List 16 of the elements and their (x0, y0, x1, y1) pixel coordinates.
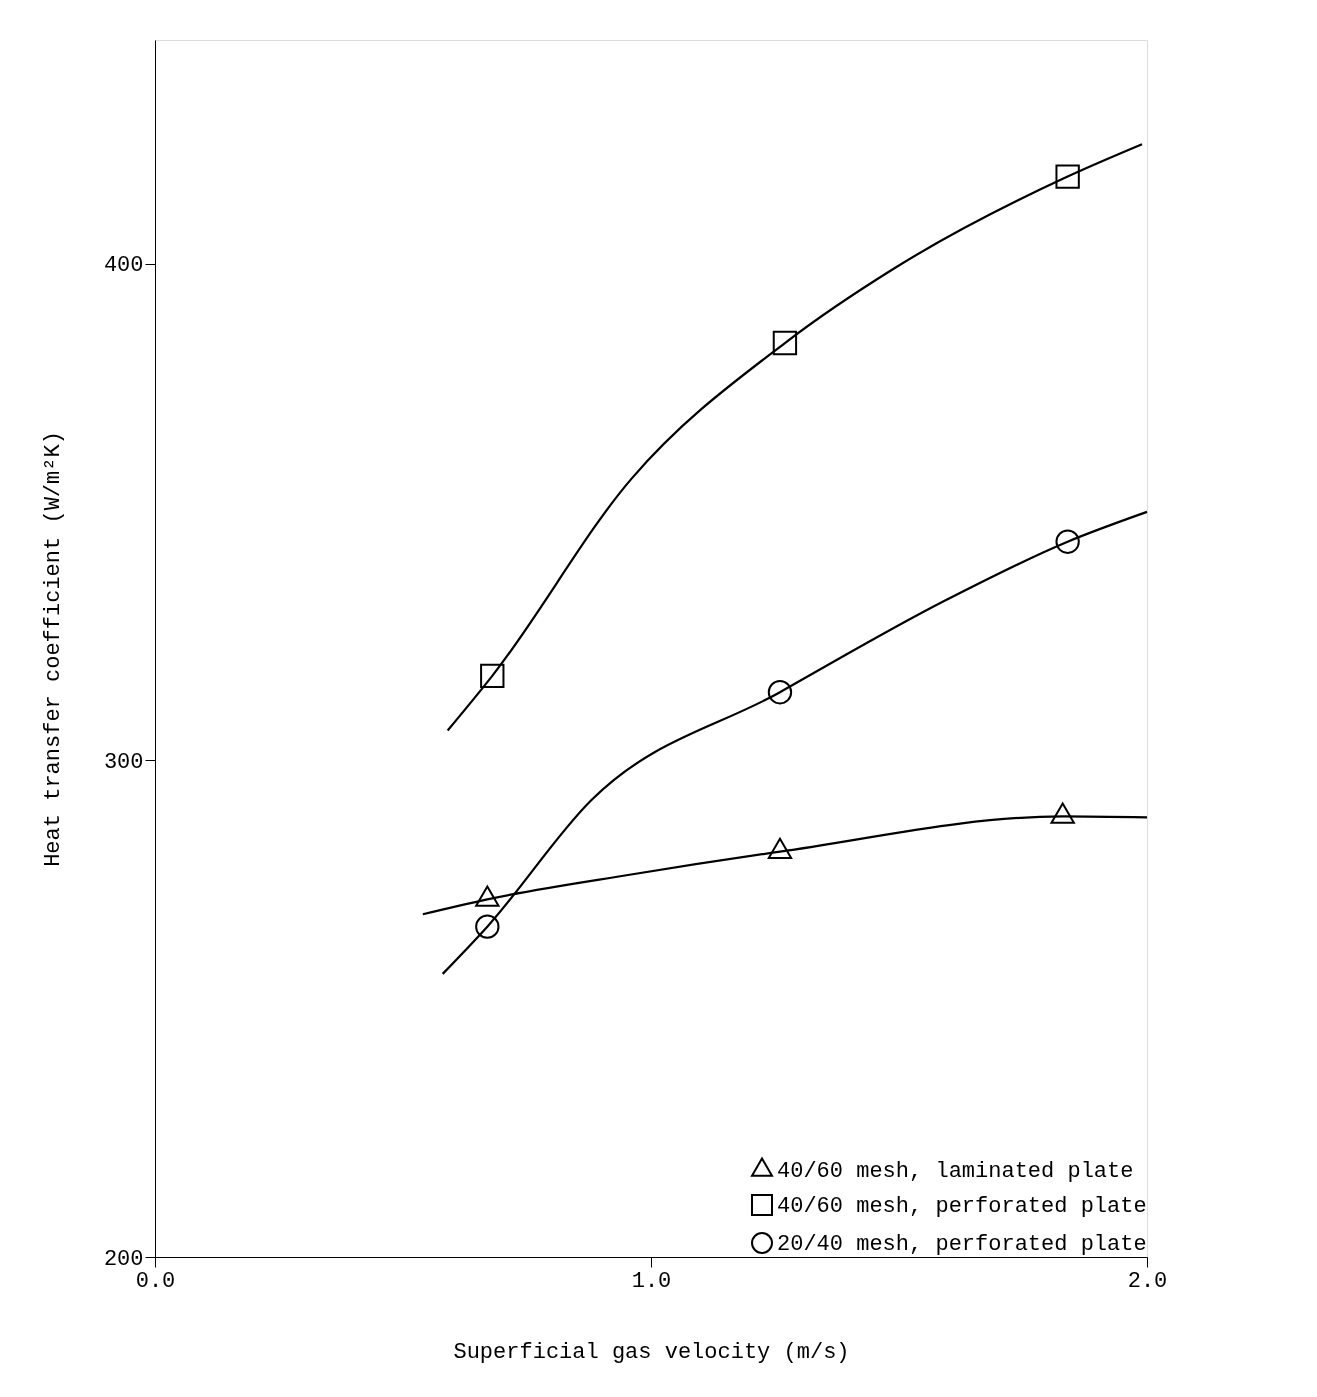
x-tick-label: 2.0 (1127, 1268, 1168, 1294)
point (480, 663, 505, 688)
x-tick-label: 1.0 (631, 1268, 672, 1294)
x-axis-title: Superficial gas velocity (m/s) (453, 1339, 850, 1365)
y-tick-label: 300 (103, 749, 144, 775)
legend-label: 20/40 mesh, perforated plate (777, 1232, 1147, 1257)
point (1055, 164, 1080, 189)
y-tick-label: 400 (103, 253, 144, 279)
y-axis-title: Heat transfer coefficient (W/m²K) (40, 431, 66, 867)
point (772, 330, 798, 356)
legend-label: 40/60 mesh, laminated plate (777, 1159, 1134, 1184)
point (1055, 529, 1080, 554)
line-series (446, 143, 1144, 732)
point (475, 914, 500, 939)
point (767, 680, 793, 705)
legend-label: 40/60 mesh, perforated plate (777, 1194, 1147, 1219)
